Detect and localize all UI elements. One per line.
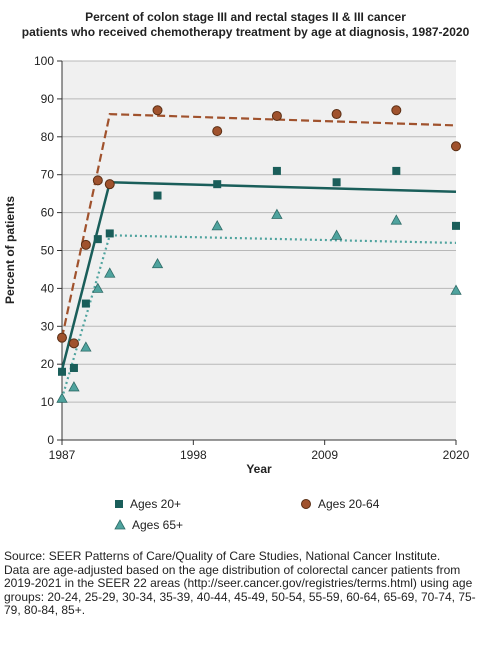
point-ages-20-plus-1991[interactable] [105, 229, 114, 238]
point-ages-20-64-1990[interactable] [92, 175, 103, 186]
x-tick-label-2009: 2009 [311, 448, 338, 462]
y-tick-label-30: 30 [41, 319, 55, 333]
point-ages-20-64-2020[interactable] [451, 141, 461, 152]
y-axis-label: Percent of patients [3, 196, 17, 304]
source-line-1: Source: SEER Patterns of Care/Quality of… [4, 549, 441, 563]
source-note: Source: SEER Patterns of Care/Quality of… [4, 549, 488, 618]
data-points [56, 105, 462, 403]
chart-title-line2: patients who received chemotherapy treat… [21, 25, 470, 39]
point-ages-20-plus-1987[interactable] [58, 367, 66, 376]
point-ages-20-64-1991[interactable] [104, 179, 115, 190]
chart-title-line1: Percent of colon stage III and rectal st… [85, 10, 406, 24]
point-ages-65-plus-1988[interactable] [68, 381, 80, 392]
point-ages-20-plus-1995[interactable] [153, 191, 162, 200]
point-ages-65-plus-2020[interactable] [450, 284, 462, 295]
point-ages-20-64-2010[interactable] [331, 109, 342, 120]
source-line-2: Data are age-adjusted based on the age d… [4, 562, 461, 577]
x-tick-label-1998: 1998 [180, 448, 207, 462]
point-ages-20-64-1995[interactable] [152, 105, 163, 116]
point-ages-65-plus-1989[interactable] [80, 341, 92, 352]
source-line-5: 79, 80-84, 85+. [4, 603, 86, 617]
point-ages-20-64-1989[interactable] [80, 239, 91, 250]
y-tick-label-40: 40 [41, 281, 55, 295]
point-ages-20-64-1987[interactable] [57, 332, 67, 343]
point-ages-65-plus-2015[interactable] [390, 214, 402, 225]
point-ages-65-plus-1990[interactable] [92, 282, 104, 293]
point-ages-65-plus-2005[interactable] [271, 208, 283, 219]
point-ages-65-plus-1995[interactable] [151, 257, 164, 269]
y-tick-label-10: 10 [41, 395, 55, 409]
y-tick-label-0: 0 [47, 433, 54, 447]
chart-title: Percent of colon stage III and rectal st… [0, 10, 491, 40]
x-axis-label: Year [246, 462, 272, 476]
y-tick-label-90: 90 [41, 92, 55, 106]
y-tick-label-20: 20 [41, 357, 55, 371]
point-ages-20-plus-1989[interactable] [81, 299, 90, 308]
point-ages-20-64-2005[interactable] [271, 110, 282, 121]
point-ages-20-plus-1990[interactable] [93, 235, 102, 244]
grid-lines [62, 60, 456, 403]
source-line-4: groups: 20-24, 25-29, 30-34, 35-39, 40-4… [4, 589, 476, 604]
y-tick-label-70: 70 [41, 168, 55, 182]
point-ages-20-plus-2010[interactable] [332, 178, 341, 187]
axes: 0 10 20 30 40 50 60 70 80 90 100 1987 1998 2009 2020 [34, 54, 470, 462]
y-tick-label-50: 50 [41, 244, 55, 258]
point-ages-20-64-2015[interactable] [391, 105, 402, 116]
point-ages-20-plus-2005[interactable] [272, 166, 281, 175]
point-ages-65-plus-1991[interactable] [104, 267, 116, 278]
y-tick-label-100: 100 [34, 54, 54, 68]
x-tick-label-1987: 1987 [49, 448, 76, 462]
point-ages-20-64-2000[interactable] [212, 126, 223, 137]
point-ages-20-plus-2020[interactable] [452, 221, 460, 230]
point-ages-20-64-1988[interactable] [68, 338, 79, 349]
source-line-3: 2019-2021 in the SEER 22 areas (http://s… [4, 576, 473, 590]
point-ages-20-plus-1988[interactable] [69, 363, 78, 372]
point-ages-65-plus-1987[interactable] [56, 392, 68, 403]
point-ages-65-plus-2010[interactable] [330, 229, 343, 240]
point-ages-65-plus-2000[interactable] [211, 220, 223, 231]
point-ages-20-plus-2000[interactable] [213, 180, 222, 189]
trend-line-ages-20-64 [60, 112, 457, 338]
point-ages-20-plus-2015[interactable] [392, 166, 401, 175]
y-tick-label-80: 80 [41, 130, 55, 144]
x-tick-label-2020: 2020 [443, 448, 470, 462]
y-tick-label-60: 60 [41, 206, 55, 220]
